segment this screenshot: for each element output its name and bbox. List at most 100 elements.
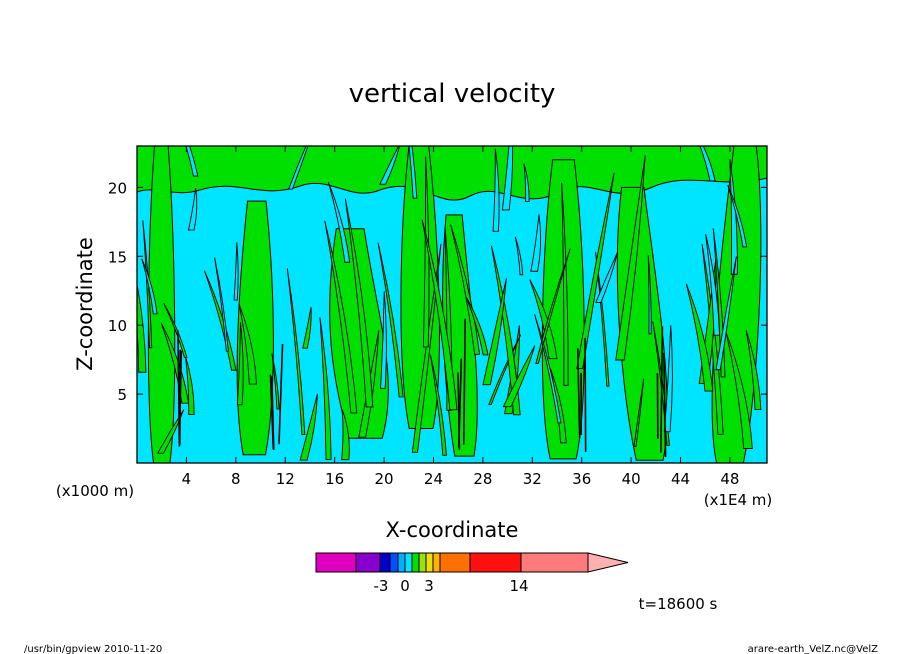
x-tick-label: 12 [276, 470, 295, 488]
y-axis: 5 10 15 20 [108, 179, 767, 404]
contour-filament [422, 156, 430, 348]
contour-filament [380, 291, 387, 389]
x-tick-label: 44 [671, 470, 690, 488]
contour-filament [490, 245, 521, 416]
x-axis-label: X-coordinate [386, 518, 519, 542]
contour-filament [141, 258, 158, 315]
contour-filament [647, 255, 652, 335]
contour-filament [379, 146, 400, 185]
colorbar-tick-label: 14 [509, 577, 528, 595]
contour-filament [411, 243, 442, 453]
contour-region [711, 146, 762, 463]
contour-filament [745, 329, 762, 410]
contour-filament [727, 185, 748, 248]
convective-core [660, 326, 664, 453]
contour-region [400, 146, 440, 430]
contour-filament [482, 278, 507, 386]
convective-core [462, 318, 466, 445]
contour-filament [502, 345, 536, 408]
y-axis-label: Z-coordinate [73, 237, 97, 371]
contour-filament [341, 409, 350, 461]
colorbar-box [379, 552, 391, 573]
footer-right: arare-earth_VelZ.nc@VelZ [748, 644, 879, 654]
contour-filament [450, 224, 481, 355]
colorbar-box [432, 552, 441, 573]
x-unit-right: (x1E4 m) [704, 491, 773, 509]
contour-filament [302, 306, 312, 349]
contour-filament [595, 251, 619, 303]
contour-filament [595, 251, 610, 387]
plot-area [137, 146, 767, 463]
convective-core [178, 350, 183, 438]
contour-filament [429, 354, 447, 456]
x-tick-label: 24 [424, 470, 443, 488]
y-tick-label: 20 [108, 179, 127, 197]
contour-filament [185, 146, 199, 177]
contour-filament [699, 146, 716, 182]
contour-filament [530, 214, 542, 272]
contour-filament [523, 163, 530, 203]
colorbar-box [315, 552, 357, 573]
x-tick-label: 8 [231, 470, 241, 488]
colorbar-tick-label: 3 [424, 577, 434, 595]
convective-core [584, 337, 587, 452]
contour-filament [465, 296, 489, 356]
colorbar-arrow [587, 552, 629, 573]
contour-filament [408, 146, 418, 199]
contour-filament [163, 302, 188, 358]
contour-filament [514, 236, 524, 276]
contour-filament [421, 219, 458, 411]
x-tick-label: 28 [473, 470, 492, 488]
contour-filament [187, 187, 198, 231]
contour-filament [685, 283, 714, 392]
convective-core [269, 374, 275, 450]
contour-filament [492, 148, 500, 232]
contour-filament [324, 220, 358, 414]
colorbar [315, 552, 629, 573]
contour-region [137, 146, 767, 201]
x-tick-label: 20 [375, 470, 394, 488]
contour-filament [615, 155, 646, 361]
contour-filament [561, 182, 569, 386]
colorbar-box [411, 552, 420, 573]
convective-core [278, 343, 284, 445]
colorbar-box [520, 552, 589, 573]
y-tick-label: 10 [108, 317, 127, 335]
contour-filament [319, 317, 332, 460]
y-tick-label: 15 [108, 248, 127, 266]
colorbar-box [397, 552, 406, 573]
contour-filament [271, 353, 280, 410]
x-tick-label: 40 [622, 470, 641, 488]
contour-filament [160, 323, 190, 404]
contour-filament [233, 242, 239, 301]
colorbar-tick-label: 0 [400, 577, 410, 595]
contour-filament [286, 268, 306, 436]
x-tick-label: 36 [572, 470, 591, 488]
colorbar-box [418, 552, 427, 573]
contour-filament [327, 182, 351, 263]
x-tick-label: 32 [523, 470, 542, 488]
convective-core [576, 348, 581, 439]
contour-filament [238, 304, 257, 385]
time-label: t=18600 s [639, 595, 718, 613]
convective-core [457, 358, 463, 448]
contour-filament [344, 198, 374, 408]
footer-left: /usr/bin/gpview 2010-11-20 [24, 644, 162, 654]
x-axis: 4 8 12 16 20 24 28 32 36 40 44 48 [182, 146, 739, 488]
contour-filament [715, 256, 737, 371]
x-unit-left: (x1000 m) [56, 482, 134, 500]
contour-filament [501, 146, 514, 211]
contour-filament [236, 322, 244, 406]
contour-region [147, 146, 176, 463]
colorbar-box [439, 552, 471, 573]
contour-filament [576, 172, 615, 369]
contour-filament [534, 314, 562, 424]
colorbar-tick-label: -3 [374, 577, 389, 595]
contour-filament [633, 378, 645, 448]
contour-filament [729, 159, 738, 275]
plot-frame [136, 145, 768, 464]
colorbar-box [425, 552, 434, 573]
colorbar-box [355, 552, 381, 573]
